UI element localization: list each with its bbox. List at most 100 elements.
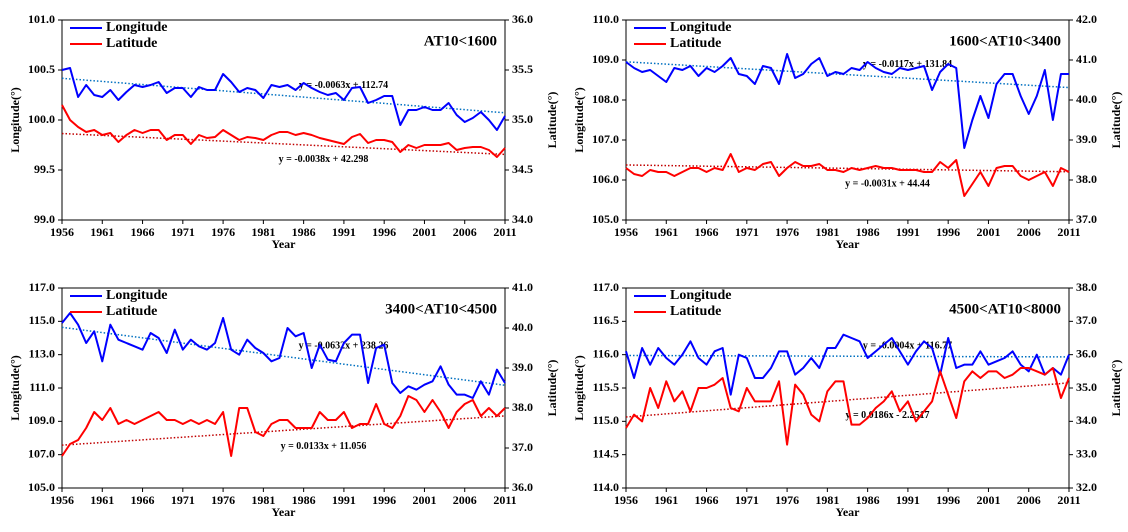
y2-tick-label: 36.0 [1076,346,1097,360]
x-tick-label: 1996 [372,493,396,507]
legend-label: Latitude [106,304,157,319]
series-line [61,104,506,158]
x-tick-label: 1986 [292,493,316,507]
x-tick-label: 1981 [815,493,839,507]
x-tick-label: 1981 [251,493,275,507]
y-tick-label: 108.0 [592,92,619,106]
x-tick-label: 2001 [412,493,436,507]
x-tick-label: 2001 [976,493,1000,507]
y-tick-label: 106.0 [592,172,619,186]
y-tick-label: 110.0 [593,12,619,26]
y2-tick-label: 36.0 [512,12,533,26]
x-tick-label: 1996 [936,225,960,239]
y2-tick-label: 37.0 [512,440,533,454]
legend-label: Longitude [106,288,167,303]
panel-title: 1600<AT10<3400 [949,33,1061,49]
x-tick-label: 1976 [211,225,235,239]
trendline-label: y = -0.0117x + 131.84 [863,59,952,70]
y-tick-label: 114.5 [593,446,619,460]
x-axis-label: Year [836,505,861,519]
y2-tick-label: 39.0 [512,360,533,374]
y2-tick-label: 35.5 [512,62,533,76]
x-tick-label: 1956 [50,225,74,239]
x-tick-label: 1971 [735,493,759,507]
x-tick-label: 1961 [90,493,114,507]
y2-tick-label: 33.0 [1076,446,1097,460]
trendline [61,77,506,114]
legend-label: Longitude [670,20,731,35]
x-tick-label: 1956 [614,493,638,507]
y-tick-label: 117.0 [593,280,619,294]
x-tick-label: 1981 [815,225,839,239]
x-tick-label: 2006 [1017,225,1041,239]
y2-tick-label: 36.0 [512,480,533,494]
series-line [61,312,506,399]
trendline-label: y = -0.0004x + 116.77 [863,340,952,351]
x-axis-label: Year [836,237,861,251]
x-tick-label: 1996 [372,225,396,239]
y2-axis-label: Latitude(°) [545,360,559,417]
y-tick-label: 107.0 [28,446,55,460]
y-axis-label: Longitude(°) [572,355,586,420]
y-tick-label: 105.0 [592,212,619,226]
x-tick-label: 1991 [332,493,356,507]
x-tick-label: 1986 [856,493,880,507]
y2-tick-label: 38.0 [1076,280,1097,294]
y-tick-label: 111.0 [29,380,55,394]
panel-title: 3400<AT10<4500 [385,301,497,317]
series-line [61,67,506,131]
x-tick-label: 2001 [412,225,436,239]
x-tick-label: 1956 [50,493,74,507]
y-tick-label: 109.0 [28,413,55,427]
x-tick-label: 1986 [292,225,316,239]
y-tick-label: 100.0 [28,112,55,126]
y2-tick-label: 37.0 [1076,313,1097,327]
y2-tick-label: 35.0 [1076,380,1097,394]
legend-label: Latitude [106,36,157,51]
trendline [625,354,1070,358]
y2-tick-label: 32.0 [1076,480,1097,494]
trendline-label: y = -0.0063x + 112.74 [299,80,388,91]
plot-frame [625,19,1070,221]
x-tick-label: 1976 [211,493,235,507]
legend-label: Longitude [106,20,167,35]
y-tick-label: 99.5 [34,162,55,176]
x-tick-label: 2011 [1057,493,1080,507]
trendline [61,132,506,156]
x-tick-label: 1966 [695,493,719,507]
x-tick-label: 2006 [453,225,477,239]
y-tick-label: 115.0 [593,413,619,427]
series-line [61,395,506,457]
x-tick-label: 1961 [654,225,678,239]
y-tick-label: 109.0 [592,52,619,66]
x-tick-label: 1976 [775,493,799,507]
panel: 105.0 107.0 109.0 111.0 113.0 115.0 117.0 36.0 3… [8,280,559,519]
x-tick-label: 1981 [251,225,275,239]
x-tick-label: 1971 [171,225,195,239]
y-axis-label: Longitude(°) [572,87,586,152]
y2-axis-label: Latitude(°) [1109,360,1123,417]
legend-label: Longitude [670,288,731,303]
y-tick-label: 99.0 [34,212,55,226]
x-axis-label: Year [272,237,297,251]
trendline [625,61,1070,89]
x-tick-label: 1971 [171,493,195,507]
y-tick-label: 115.5 [593,380,619,394]
y2-tick-label: 42.0 [1076,12,1097,26]
x-tick-label: 1971 [735,225,759,239]
y2-tick-label: 38.0 [512,400,533,414]
y-tick-label: 107.0 [592,132,619,146]
y-tick-label: 116.0 [593,346,619,360]
y-tick-label: 101.0 [28,12,55,26]
y2-tick-label: 41.0 [1076,52,1097,66]
trendline-label: y = 0.0186x - 2.2517 [845,410,929,421]
x-tick-label: 2006 [453,493,477,507]
series-line [625,333,1070,396]
y2-tick-label: 37.0 [1076,212,1097,226]
x-tick-label: 1961 [90,225,114,239]
y2-tick-label: 41.0 [512,280,533,294]
x-tick-label: 1966 [131,493,155,507]
x-tick-label: 1966 [695,225,719,239]
